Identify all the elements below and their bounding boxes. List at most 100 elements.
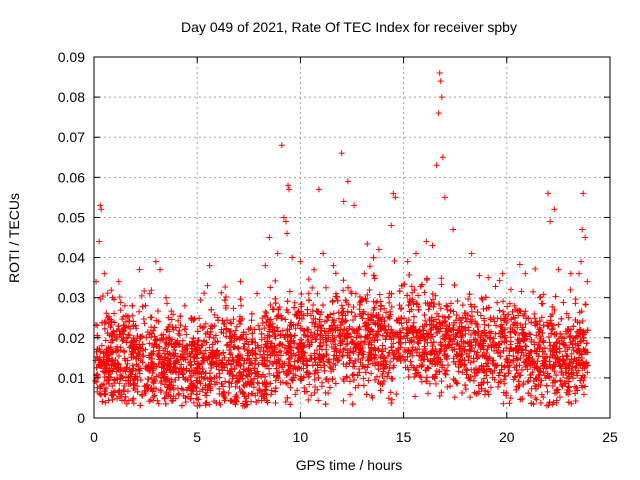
data-point	[442, 371, 449, 378]
data-point	[315, 397, 322, 404]
data-point	[233, 398, 240, 405]
data-point	[359, 315, 366, 322]
data-point	[108, 361, 115, 368]
data-point	[433, 323, 440, 330]
data-point	[338, 319, 345, 326]
data-point	[303, 388, 310, 395]
data-point	[163, 390, 170, 397]
data-point	[534, 365, 541, 372]
data-point	[534, 321, 541, 328]
data-point	[107, 339, 114, 346]
data-point	[230, 358, 237, 365]
data-point	[218, 289, 225, 296]
data-point	[294, 357, 301, 364]
data-point	[436, 348, 443, 355]
data-point	[577, 377, 584, 384]
data-point	[249, 347, 256, 354]
data-point	[227, 370, 234, 377]
data-point	[351, 363, 358, 370]
data-point	[327, 325, 334, 332]
data-point	[309, 334, 316, 341]
data-point	[288, 352, 295, 359]
data-point	[432, 292, 439, 299]
data-point	[236, 385, 243, 392]
data-point	[462, 382, 469, 389]
data-point	[459, 314, 466, 321]
data-point	[254, 290, 261, 297]
data-point	[565, 378, 572, 385]
data-point	[449, 347, 456, 354]
data-point	[296, 315, 303, 322]
data-point	[405, 327, 412, 334]
data-point	[207, 349, 214, 356]
data-point	[348, 338, 355, 345]
data-point	[540, 337, 547, 344]
data-point	[325, 378, 332, 385]
data-point	[559, 361, 566, 368]
data-point	[329, 297, 336, 304]
data-point	[104, 290, 111, 297]
data-point	[340, 346, 347, 353]
data-point	[373, 312, 380, 319]
data-point	[268, 387, 275, 394]
data-point	[307, 352, 314, 359]
data-point	[317, 342, 324, 349]
data-point	[433, 380, 440, 387]
data-point	[397, 334, 404, 341]
data-point	[102, 390, 109, 397]
data-point	[136, 308, 143, 315]
data-point	[168, 397, 175, 404]
data-point	[465, 353, 472, 360]
data-point	[149, 363, 156, 370]
data-point	[545, 190, 552, 197]
data-point	[336, 349, 343, 356]
data-point	[523, 315, 530, 322]
data-point	[404, 258, 411, 265]
data-point	[460, 343, 467, 350]
data-point	[512, 306, 519, 313]
data-point	[405, 317, 412, 324]
data-point	[565, 326, 572, 333]
data-point	[524, 361, 531, 368]
data-point	[551, 307, 558, 314]
data-point	[156, 347, 163, 354]
data-point	[212, 350, 219, 357]
data-point	[234, 375, 241, 382]
data-point	[126, 317, 133, 324]
data-point	[278, 315, 285, 322]
data-point	[482, 387, 489, 394]
data-point	[386, 299, 393, 306]
data-point	[316, 351, 323, 358]
data-point	[361, 340, 368, 347]
data-point	[508, 316, 515, 323]
data-point	[245, 350, 252, 357]
data-point	[425, 330, 432, 337]
data-point	[187, 358, 194, 365]
data-point	[232, 393, 239, 400]
data-point	[570, 323, 577, 330]
data-point	[273, 351, 280, 358]
data-point	[468, 331, 475, 338]
data-point	[350, 317, 357, 324]
data-point	[569, 340, 576, 347]
data-point	[151, 341, 158, 348]
data-point	[237, 362, 244, 369]
data-point	[496, 277, 503, 284]
data-point	[117, 307, 124, 314]
data-point	[248, 310, 255, 317]
data-point	[128, 354, 135, 361]
data-point	[311, 376, 318, 383]
data-point	[339, 305, 346, 312]
data-point	[115, 361, 122, 368]
data-point	[416, 352, 423, 359]
data-point	[474, 309, 481, 316]
data-point	[276, 341, 283, 348]
data-point	[458, 333, 465, 340]
data-point	[264, 348, 271, 355]
data-point	[346, 354, 353, 361]
data-point	[266, 234, 273, 241]
data-point	[477, 312, 484, 319]
data-point	[105, 371, 112, 378]
data-point	[568, 371, 575, 378]
data-point	[314, 361, 321, 368]
